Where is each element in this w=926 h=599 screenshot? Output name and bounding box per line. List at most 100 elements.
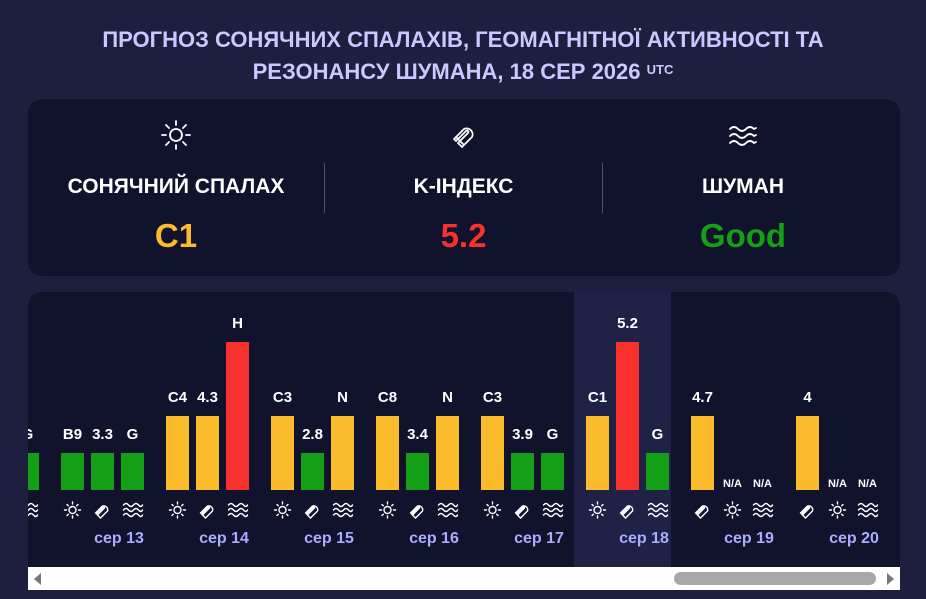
waves-icon bbox=[28, 502, 39, 518]
summary-kindex: K-ІНДЕКС 5.2 bbox=[324, 99, 603, 276]
bar-label: C3 bbox=[483, 389, 502, 406]
bar bbox=[481, 416, 504, 490]
sun-icon bbox=[828, 501, 847, 519]
bar bbox=[226, 342, 249, 490]
magnet-icon bbox=[94, 505, 109, 519]
bar-label: N bbox=[337, 389, 348, 406]
bar bbox=[511, 453, 534, 490]
sun-icon bbox=[28, 119, 324, 151]
title-line-2: РЕЗОНАНСУ ШУМАНА, 18 СЕР 2026 UTC bbox=[0, 56, 926, 88]
title-line-2-text: РЕЗОНАНСУ ШУМАНА, 18 СЕР 2026 bbox=[252, 59, 641, 84]
flare-value: C1 bbox=[154, 217, 198, 254]
bar-label: N/A bbox=[828, 478, 847, 490]
bar-label: 2.8 bbox=[302, 426, 323, 443]
bar bbox=[166, 416, 189, 490]
day-label: сер 18 bbox=[619, 530, 669, 547]
kindex-label: K-ІНДЕКС bbox=[413, 175, 514, 198]
bar-label: 4.3 bbox=[197, 389, 218, 406]
bar-label: 3.4 bbox=[407, 426, 429, 443]
scroll-left-arrow-icon[interactable] bbox=[34, 573, 41, 585]
divider bbox=[324, 163, 325, 213]
waves-icon bbox=[857, 502, 879, 518]
magnet-icon bbox=[694, 505, 709, 519]
magnet-icon bbox=[514, 505, 529, 519]
waves-icon bbox=[227, 502, 249, 518]
bar bbox=[61, 453, 84, 490]
bar-label: C3 bbox=[273, 389, 292, 406]
day-label: сер 15 bbox=[304, 530, 354, 547]
bar-label: G bbox=[127, 426, 139, 443]
summary-panel: СОНЯЧНИЙ СПАЛАХ C1 K-ІНДЕКС 5.2 ШУМАН Go… bbox=[28, 99, 900, 276]
magnet-icon bbox=[199, 505, 214, 519]
bar-label: 3.3 bbox=[92, 426, 113, 443]
summary-flare: СОНЯЧНИЙ СПАЛАХ C1 bbox=[28, 99, 324, 276]
waves-icon bbox=[122, 502, 144, 518]
day-label: сер 14 bbox=[199, 530, 249, 547]
sun-icon bbox=[588, 501, 607, 519]
bar bbox=[436, 416, 459, 490]
magnet-icon bbox=[619, 505, 634, 519]
bar-label: N/A bbox=[753, 478, 772, 490]
bar-label: N/A bbox=[723, 478, 742, 490]
bar-label: H bbox=[232, 315, 243, 332]
bar-label: N/A bbox=[858, 478, 877, 490]
bar bbox=[91, 453, 114, 490]
bar bbox=[646, 453, 669, 490]
bar bbox=[271, 416, 294, 490]
schumann-label: ШУМАН bbox=[702, 175, 784, 198]
scroll-thumb[interactable] bbox=[674, 572, 876, 585]
bar bbox=[541, 453, 564, 490]
summary-schumann: ШУМАН Good bbox=[603, 99, 883, 276]
title-line-1: ПРОГНОЗ СОНЯЧНИХ СПАЛАХІВ, ГЕОМАГНІТНОЇ … bbox=[102, 27, 824, 52]
divider bbox=[602, 163, 603, 213]
bar bbox=[586, 416, 609, 490]
bar bbox=[406, 453, 429, 490]
sun-icon bbox=[168, 501, 187, 519]
bar bbox=[616, 342, 639, 490]
sun-icon bbox=[723, 501, 742, 519]
bar bbox=[796, 416, 819, 490]
waves-icon bbox=[752, 502, 774, 518]
waves-icon bbox=[437, 502, 459, 518]
bar bbox=[121, 453, 144, 490]
waves-icon bbox=[603, 119, 883, 151]
magnet-icon bbox=[324, 119, 603, 151]
bar-label: C8 bbox=[378, 389, 397, 406]
sun-icon bbox=[378, 501, 397, 519]
waves-icon bbox=[332, 502, 354, 518]
magnet-icon bbox=[799, 505, 814, 519]
page-title: ПРОГНОЗ СОНЯЧНИХ СПАЛАХІВ, ГЕОМАГНІТНОЇ … bbox=[0, 24, 926, 88]
waves-icon bbox=[647, 502, 669, 518]
waves-icon bbox=[542, 502, 564, 518]
bar bbox=[301, 453, 324, 490]
bar-label: C1 bbox=[588, 389, 607, 406]
day-label: сер 13 bbox=[94, 530, 144, 547]
bar-label: 5.2 bbox=[617, 315, 638, 332]
magnet-icon bbox=[409, 505, 424, 519]
bar bbox=[331, 416, 354, 490]
flare-label: СОНЯЧНИЙ СПАЛАХ bbox=[67, 175, 285, 198]
bar-label: C4 bbox=[168, 389, 188, 406]
day-label: сер 20 bbox=[829, 530, 879, 547]
bar-label: G bbox=[547, 426, 559, 443]
day-label: сер 17 bbox=[514, 530, 564, 547]
bar-label: B9 bbox=[63, 426, 82, 443]
schumann-value: Good bbox=[699, 217, 787, 254]
bar-label: G bbox=[28, 426, 33, 443]
bar-label: 4 bbox=[803, 389, 812, 406]
bar bbox=[691, 416, 714, 490]
kindex-value: 5.2 bbox=[440, 217, 487, 254]
bar-label: G bbox=[652, 426, 664, 443]
scroll-right-arrow-icon[interactable] bbox=[887, 573, 894, 585]
day-label: сер 16 bbox=[409, 530, 459, 547]
bar bbox=[376, 416, 399, 490]
magnet-icon bbox=[304, 505, 319, 519]
horizontal-scrollbar[interactable] bbox=[28, 567, 900, 590]
bar-label: 4.7 bbox=[692, 389, 713, 406]
title-utc: UTC bbox=[646, 62, 674, 77]
day-label: сер 19 bbox=[724, 530, 774, 547]
bar-label: 3.9 bbox=[512, 426, 533, 443]
sun-icon bbox=[273, 501, 292, 519]
